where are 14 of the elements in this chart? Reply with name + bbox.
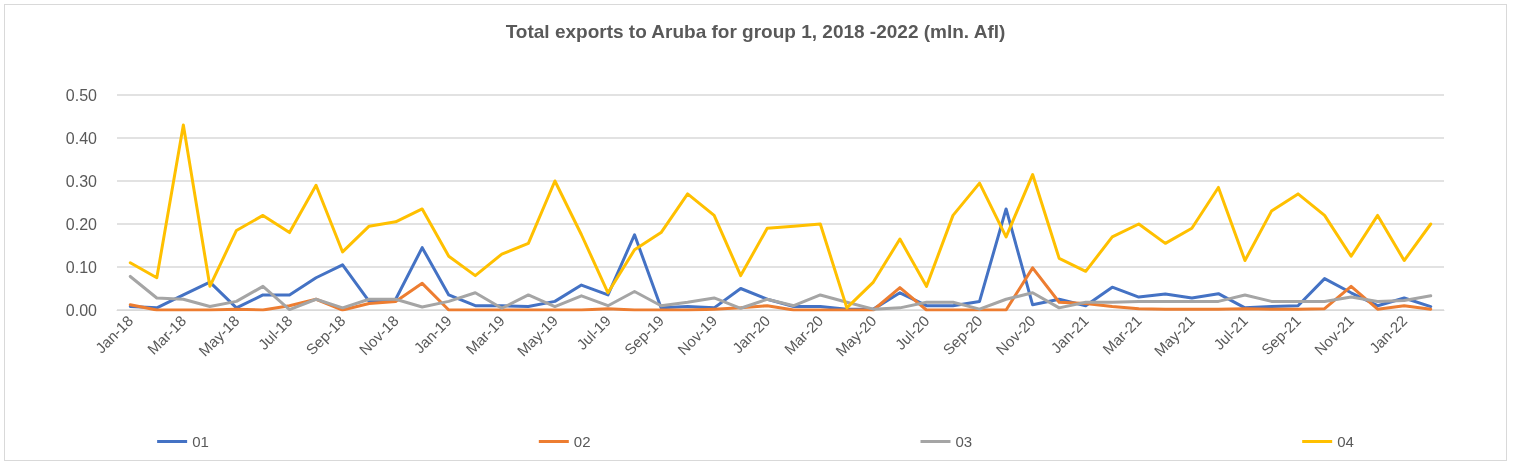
y-tick-label: 0.10 [65, 258, 98, 276]
line-series [128, 274, 1433, 312]
legend-label: 02 [573, 433, 591, 450]
chart-title: Total exports to Aruba for group 1, 2018 -2022 (mln. Afl) [505, 21, 1006, 42]
legend-label: 03 [955, 433, 973, 450]
line-series [128, 123, 1433, 310]
y-tick-label: 0.20 [65, 215, 98, 233]
legend-label: 01 [192, 433, 209, 450]
legend-label: 04 [1337, 433, 1354, 450]
y-tick-label: 0.00 [65, 301, 98, 319]
line-series [128, 266, 1433, 312]
y-tick-label: 0.30 [65, 172, 98, 190]
y-tick-label: 0.50 [65, 86, 98, 104]
y-tick-label: 0.40 [65, 129, 98, 147]
